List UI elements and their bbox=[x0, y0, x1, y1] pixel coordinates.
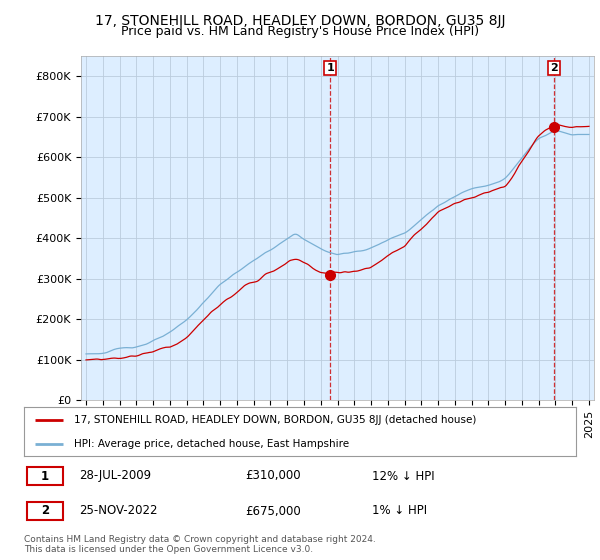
FancyBboxPatch shape bbox=[27, 467, 62, 485]
Text: 25-NOV-2022: 25-NOV-2022 bbox=[79, 505, 158, 517]
Text: 1: 1 bbox=[41, 469, 49, 483]
Text: 1% ↓ HPI: 1% ↓ HPI bbox=[372, 505, 427, 517]
Text: 17, STONEHILL ROAD, HEADLEY DOWN, BORDON, GU35 8JJ: 17, STONEHILL ROAD, HEADLEY DOWN, BORDON… bbox=[95, 14, 505, 28]
Text: 17, STONEHILL ROAD, HEADLEY DOWN, BORDON, GU35 8JJ (detached house): 17, STONEHILL ROAD, HEADLEY DOWN, BORDON… bbox=[74, 416, 476, 426]
Text: £310,000: £310,000 bbox=[245, 469, 301, 483]
Text: Price paid vs. HM Land Registry's House Price Index (HPI): Price paid vs. HM Land Registry's House … bbox=[121, 25, 479, 38]
Text: HPI: Average price, detached house, East Hampshire: HPI: Average price, detached house, East… bbox=[74, 439, 349, 449]
Text: 12% ↓ HPI: 12% ↓ HPI bbox=[372, 469, 434, 483]
Text: 2: 2 bbox=[41, 505, 49, 517]
Text: 1: 1 bbox=[326, 63, 334, 73]
Text: 28-JUL-2009: 28-JUL-2009 bbox=[79, 469, 151, 483]
Text: £675,000: £675,000 bbox=[245, 505, 301, 517]
Text: Contains HM Land Registry data © Crown copyright and database right 2024.
This d: Contains HM Land Registry data © Crown c… bbox=[24, 535, 376, 554]
FancyBboxPatch shape bbox=[27, 502, 62, 520]
Text: 2: 2 bbox=[550, 63, 557, 73]
